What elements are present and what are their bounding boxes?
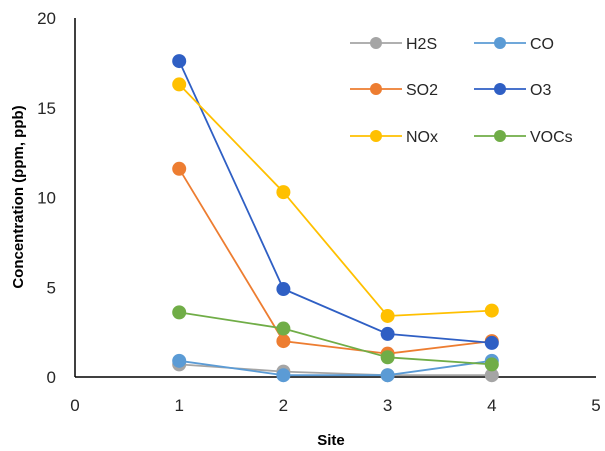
data-point-so2 xyxy=(276,334,291,349)
x-tick-label: 4 xyxy=(487,396,496,415)
legend-item-nox: NOx xyxy=(350,129,438,146)
y-tick-label: 20 xyxy=(37,9,56,28)
series-line-co xyxy=(179,359,492,377)
y-tick-label: 5 xyxy=(47,278,56,297)
data-point-o3 xyxy=(484,335,499,350)
legend-item-o3: O3 xyxy=(474,82,551,99)
series-line-h2s xyxy=(179,363,492,377)
data-point-vocs xyxy=(484,357,499,372)
series-line-nox xyxy=(178,83,492,317)
legend-label: VOCs xyxy=(530,129,573,146)
legend-marker xyxy=(370,37,382,49)
legend-label: H2S xyxy=(406,36,437,53)
data-point-o3 xyxy=(276,282,291,297)
x-tick-label: 1 xyxy=(174,396,183,415)
y-tick-label: 0 xyxy=(47,368,56,387)
legend: H2S CO SO2 O3 NOx VOCs xyxy=(350,36,573,146)
data-point-so2 xyxy=(172,161,187,176)
legend-marker xyxy=(370,130,382,142)
x-tick-label: 5 xyxy=(591,396,600,415)
legend-item-vocs: VOCs xyxy=(474,129,573,146)
plot-area xyxy=(172,54,499,383)
series-nox xyxy=(172,77,499,323)
legend-item-so2: SO2 xyxy=(350,82,438,99)
legend-item-co: CO xyxy=(474,36,554,53)
legend-item-h2s: H2S xyxy=(350,36,437,53)
x-tick-label: 3 xyxy=(383,396,392,415)
y-axis-label: Concentration (ppm, ppb) xyxy=(10,105,27,288)
legend-marker xyxy=(494,83,506,95)
series-so2 xyxy=(172,161,499,361)
legend-label: O3 xyxy=(530,82,551,99)
legend-label: CO xyxy=(530,36,554,53)
axes: 0 1 2 3 4 5 0 5 10 15 20 xyxy=(37,9,601,415)
data-point-h2s xyxy=(484,368,499,383)
legend-label: NOx xyxy=(406,129,438,146)
series-co xyxy=(172,353,499,383)
data-point-co xyxy=(276,368,291,383)
data-point-co xyxy=(380,368,395,383)
data-point-vocs xyxy=(276,321,291,336)
data-point-vocs xyxy=(380,350,395,365)
data-point-vocs xyxy=(172,305,187,320)
data-point-nox xyxy=(484,303,499,318)
x-tick-label: 0 xyxy=(70,396,79,415)
y-tick-label: 15 xyxy=(37,99,56,118)
legend-marker xyxy=(370,83,382,95)
series-vocs xyxy=(172,305,499,372)
x-tick-label: 2 xyxy=(279,396,288,415)
data-point-nox xyxy=(276,185,291,200)
data-point-nox xyxy=(172,77,187,92)
legend-marker xyxy=(494,130,506,142)
series-line-so2 xyxy=(178,168,492,355)
data-point-o3 xyxy=(380,326,395,341)
legend-marker xyxy=(494,37,506,49)
series-o3 xyxy=(172,54,499,350)
data-point-co xyxy=(172,353,187,368)
data-point-nox xyxy=(380,308,395,323)
x-axis-label: Site xyxy=(317,432,345,449)
y-tick-label: 10 xyxy=(37,189,56,208)
legend-label: SO2 xyxy=(406,82,438,99)
data-point-o3 xyxy=(172,54,187,69)
series-line-o3 xyxy=(178,60,492,344)
series-line-vocs xyxy=(179,311,492,366)
